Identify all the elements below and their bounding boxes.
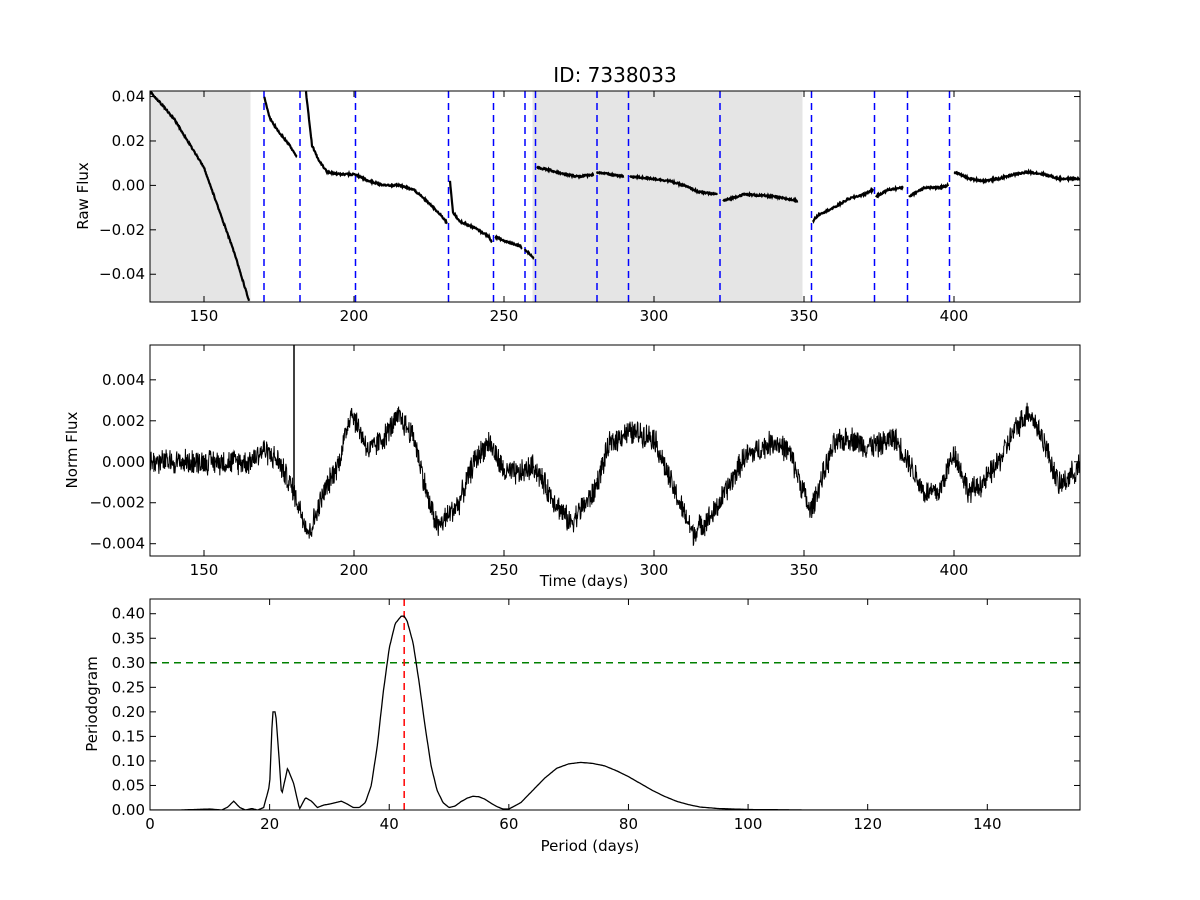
raw-flux-segment (150, 91, 251, 302)
periodogram-axes-frame (149, 598, 1081, 811)
norm-flux-ytick-label: −0.004 (89, 535, 145, 553)
chart-title: ID: 7338033 (553, 63, 676, 87)
raw-flux-xtick-label: 250 (490, 307, 519, 325)
periodogram-ytick-label: 0.10 (112, 752, 145, 770)
shaded-quarter-region (150, 91, 251, 302)
raw-flux-segment (811, 186, 875, 224)
periodogram-ytick-label: 0.25 (112, 678, 145, 696)
norm-flux-xtick-label: 150 (190, 561, 219, 579)
raw-flux-axes-frame (149, 90, 1081, 303)
raw-flux-panel: 150 200 250 300 350 400 −0.04 −0.02 0.00 0.02 0.04… (74, 88, 1081, 325)
periodogram-xtick-label: 100 (734, 815, 763, 833)
norm-flux-ytick-label: −0.002 (89, 494, 145, 512)
raw-flux-ylabel: Raw Flux (74, 162, 92, 230)
raw-flux-ytick-label: 0.00 (112, 176, 145, 194)
raw-flux-segment (263, 96, 298, 158)
periodogram-panel: 0 20 40 60 80 100 120 140 0.00 0.05 0.10 0.15 0.20 0.… (83, 598, 1081, 855)
raw-flux-segment (448, 180, 493, 244)
norm-flux-xtick-label: 300 (640, 561, 669, 579)
norm-flux-ytick-label: 0.004 (102, 371, 145, 389)
raw-flux-segment (908, 181, 950, 198)
periodogram-xtick-label: 20 (260, 815, 279, 833)
raw-flux-xtick-label: 350 (790, 307, 819, 325)
periodogram-ytick-label: 0.05 (112, 776, 145, 794)
periodogram-ytick-label: 0.30 (112, 654, 145, 672)
raw-flux-xtick-label: 300 (640, 307, 669, 325)
time-xlabel: Time (days) (539, 572, 629, 590)
norm-flux-xtick-label: 400 (940, 561, 969, 579)
periodogram-ytick-label: 0.15 (112, 727, 145, 745)
periodogram-xtick-label: 120 (853, 815, 882, 833)
raw-flux-segment (536, 165, 595, 180)
periodogram-ytick-label: 0.20 (112, 703, 145, 721)
norm-flux-ylabel: Norm Flux (63, 411, 81, 488)
raw-flux-ytick-label: −0.02 (99, 221, 145, 239)
norm-flux-axes-frame (149, 344, 1081, 557)
periodogram-ytick-label: 0.35 (112, 629, 145, 647)
raw-flux-segment (523, 248, 535, 260)
raw-flux-segment (875, 184, 904, 199)
norm-flux-xtick-label: 350 (790, 561, 819, 579)
norm-flux-xtick-label: 250 (490, 561, 519, 579)
raw-flux-segment (494, 234, 523, 250)
raw-flux-xtick-label: 150 (190, 307, 219, 325)
periodogram-xtick-label: 0 (145, 815, 155, 833)
periodogram-ylabel: Periodogram (83, 656, 101, 751)
raw-flux-xtick-label: 400 (940, 307, 969, 325)
norm-flux-panel: 150 200 250 300 350 400 −0.004 −0.002 0.000 0.002… (63, 344, 1081, 590)
periodogram-ytick-label: 0.40 (112, 605, 145, 623)
raw-flux-segment (722, 190, 799, 203)
periodogram-line (150, 615, 1080, 810)
periodogram-xtick-label: 140 (973, 815, 1002, 833)
periodogram-ytick-label: 0.00 (112, 801, 145, 819)
raw-flux-ytick-label: 0.02 (112, 132, 145, 150)
norm-flux-ytick-label: 0.002 (102, 412, 145, 430)
raw-flux-segment (629, 173, 718, 197)
norm-flux-xtick-label: 200 (340, 561, 369, 579)
norm-flux-ytick-label: 0.000 (102, 453, 145, 471)
periodogram-xtick-label: 80 (619, 815, 638, 833)
raw-flux-xtick-label: 200 (340, 307, 369, 325)
periodogram-xtick-label: 60 (499, 815, 518, 833)
raw-flux-ytick-label: −0.04 (99, 265, 145, 283)
raw-flux-segment (304, 91, 448, 225)
periodogram-xtick-label: 40 (380, 815, 399, 833)
period-xlabel: Period (days) (541, 837, 640, 855)
norm-flux-line (150, 402, 1080, 546)
raw-flux-segment (953, 168, 1080, 185)
raw-flux-ytick-label: 0.04 (112, 88, 145, 106)
raw-flux-segment (595, 170, 625, 180)
